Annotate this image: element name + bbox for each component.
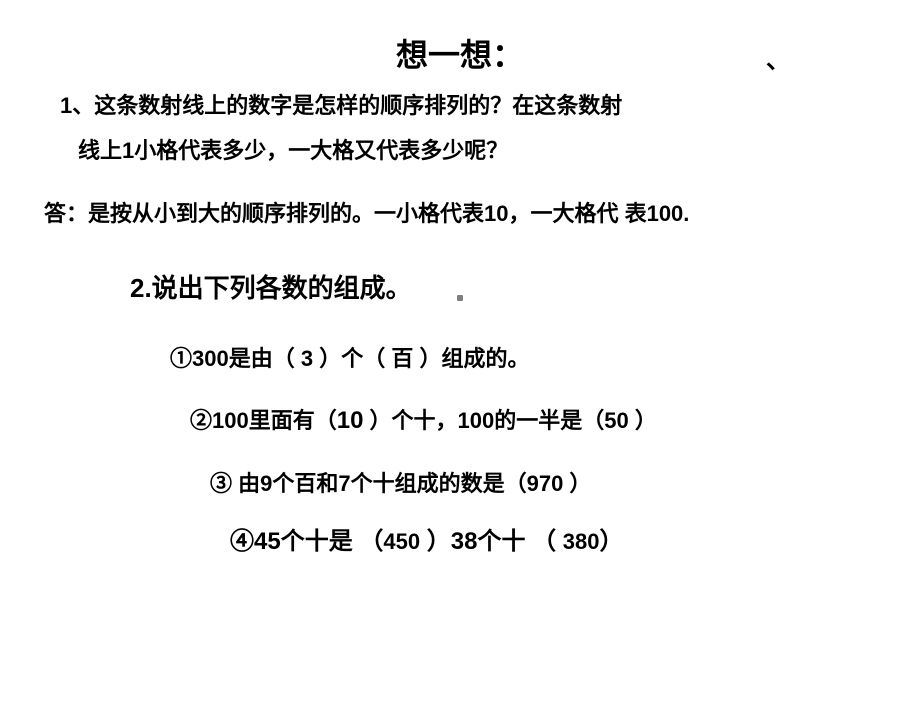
item3-post: ） [563, 471, 591, 496]
item4-pre: ④45个十是 （ [230, 528, 383, 555]
item1-pre: ①300是由（ [170, 346, 301, 371]
question2-title: 2.说出下列各数的组成。 [130, 268, 920, 305]
item2-ans1: 10 [337, 407, 364, 434]
item-4: ④45个十是 （450 ）38个十 （ 380） [230, 523, 920, 561]
item-3: ③ 由9个百和7个十组成的数是（970 ） [210, 466, 920, 501]
item2-ans2: 50 [604, 408, 628, 433]
question1-line2: 线上1小格代表多少，一大格又代表多少呢？ [78, 133, 860, 168]
item-2: ②100里面有（10 ）个十，100的一半是（50 ） [190, 402, 920, 440]
center-dot-icon [457, 295, 463, 301]
item4-post: ） [600, 528, 624, 555]
item3-pre: ③ 由9个百和7个十组成的数是（ [210, 471, 527, 496]
item2-mid: ）个十，100的一半是（ [363, 408, 604, 433]
item1-ans1: 3 [301, 346, 313, 371]
item1-post: ）组成的。 [413, 346, 529, 371]
item2-pre: ②100里面有（ [190, 408, 337, 433]
item1-ans2: 百 [391, 346, 413, 371]
item-1: ①300是由（ 3 ）个（ 百 ）组成的。 [170, 341, 920, 376]
answer1: 答：是按从小到大的顺序排列的。一小格代表10，一大格代 表100. [44, 196, 900, 231]
item3-ans1: 970 [527, 471, 564, 496]
stray-mark: 、 [766, 40, 790, 75]
item4-ans1: 450 [383, 529, 420, 554]
item4-ans2: 380 [563, 529, 600, 554]
question1-line1: 1、这条数射线上的数字是怎样的顺序排列的？在这条数射 [60, 88, 860, 123]
item4-mid: ）38个十 （ [420, 528, 563, 555]
item1-mid: ）个（ [313, 346, 391, 371]
item2-post: ） [629, 408, 657, 433]
